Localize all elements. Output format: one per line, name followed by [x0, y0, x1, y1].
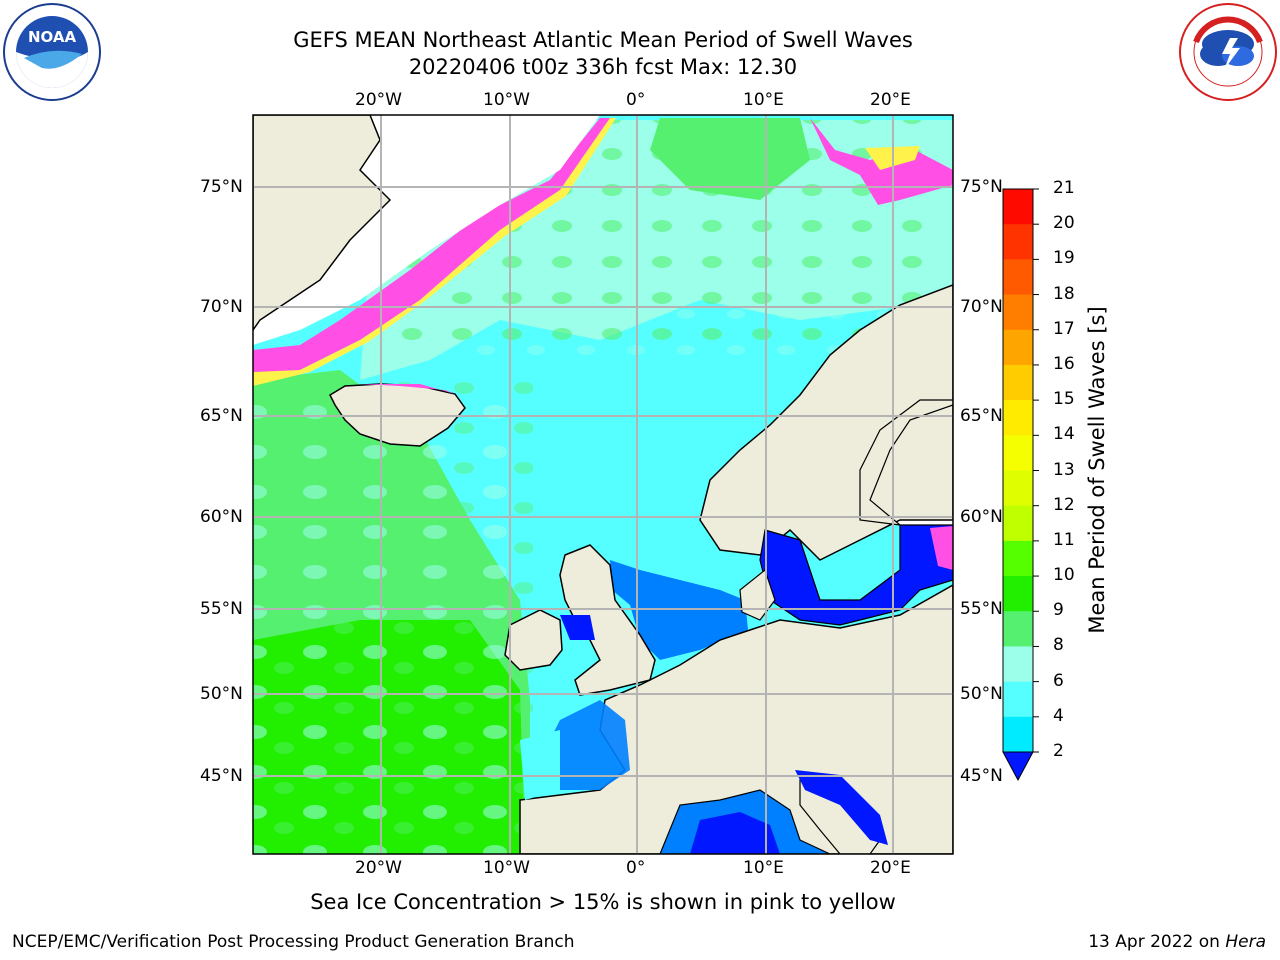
- lon-tick-top: 20°E: [870, 90, 911, 110]
- lon-tick-bottom: 10°E: [743, 858, 784, 878]
- lat-tick-right: 60°N: [960, 507, 1003, 527]
- colorbar-label: 4: [1053, 705, 1064, 726]
- colorbar-segment: [1003, 646, 1033, 683]
- lon-tick-top: 0°: [626, 90, 646, 110]
- colorbar-label: 12: [1053, 494, 1075, 515]
- colorbar-label: 15: [1053, 389, 1075, 410]
- colorbar-label: 13: [1053, 459, 1075, 480]
- swell-zone-green-north: [650, 118, 810, 200]
- colorbar-label: 8: [1053, 635, 1064, 656]
- land-ireland: [504, 609, 563, 671]
- colorbar-label: 16: [1053, 353, 1075, 374]
- sea-ice-caption: Sea Ice Concentration > 15% is shown in …: [310, 890, 896, 914]
- colorbar-label: 17: [1053, 318, 1075, 339]
- sea-biscay: [540, 700, 630, 790]
- sea-adriatic: [795, 770, 888, 845]
- colorbar-segment: [1003, 364, 1033, 401]
- nws-logo: [1179, 3, 1277, 101]
- colorbar-label: 18: [1053, 283, 1075, 304]
- colorbar-label: 2: [1053, 741, 1064, 761]
- land-scandinavia: [699, 284, 953, 561]
- noaa-logo: NOAA: [3, 3, 101, 101]
- lat-tick-right: 70°N: [960, 297, 1003, 317]
- colorbar-segment: [1003, 540, 1033, 577]
- land-greenland: [253, 115, 392, 332]
- footer-host: Hera: [1225, 932, 1266, 952]
- svg-text:NOAA: NOAA: [28, 28, 77, 46]
- colorbar-label: 9: [1053, 600, 1064, 621]
- colorbar-label: 21: [1053, 178, 1075, 198]
- lon-tick-top: 20°W: [355, 90, 402, 110]
- colorbar-extend-triangle: [1002, 751, 1034, 782]
- colorbar-segment: [1003, 400, 1033, 436]
- colorbar-segment: [1003, 470, 1033, 507]
- colorbar-segment: [1003, 259, 1033, 296]
- lon-tick-bottom: 0°: [626, 858, 646, 878]
- colorbar-label: 6: [1053, 670, 1064, 691]
- lat-tick-right: 65°N: [960, 406, 1003, 426]
- lat-tick-left: 65°N: [200, 406, 243, 426]
- lat-tick-right: 50°N: [960, 684, 1003, 704]
- sea-irish: [560, 615, 595, 640]
- chart-title: GEFS MEAN Northeast Atlantic Mean Period…: [293, 28, 913, 52]
- colorbar-label: 10: [1053, 565, 1075, 586]
- colorbar-segment: [1003, 611, 1033, 647]
- colorbar-segment: [1003, 189, 1033, 225]
- lon-tick-bottom: 20°W: [355, 858, 402, 878]
- lon-tick-bottom: 10°W: [483, 858, 530, 878]
- footer-credit: NCEP/EMC/Verification Post Processing Pr…: [12, 932, 575, 952]
- colorbar-label: 11: [1053, 529, 1075, 550]
- colorbar-segment: [1003, 224, 1033, 260]
- lat-tick-left: 60°N: [200, 507, 243, 527]
- lon-tick-top: 10°W: [483, 90, 530, 110]
- colorbar-label: 19: [1053, 248, 1075, 269]
- colorbar-segment: [1003, 435, 1033, 471]
- chart-subtitle: 20220406 t00z 336h fcst Max: 12.30: [408, 55, 798, 79]
- lat-tick-right: 75°N: [960, 177, 1003, 197]
- lat-tick-left: 75°N: [200, 177, 243, 197]
- lon-tick-bottom: 20°E: [870, 858, 911, 878]
- colorbar-label: 20: [1053, 213, 1075, 234]
- colorbar-title: Mean Period of Swell Waves [s]: [1085, 306, 1109, 634]
- lat-tick-left: 45°N: [200, 766, 243, 786]
- lat-tick-left: 50°N: [200, 684, 243, 704]
- colorbar-segment: [1003, 505, 1033, 542]
- sea-ice-greenland: [253, 118, 610, 382]
- lat-tick-left: 55°N: [200, 599, 243, 619]
- colorbar: [1002, 188, 1039, 782]
- colorbar-segment: [1003, 576, 1033, 612]
- colorbar-segment: [1003, 681, 1033, 718]
- colorbar-segment: [1003, 329, 1033, 366]
- map-frame: [252, 114, 954, 855]
- footer-date-text: 13 Apr 2022 on: [1088, 932, 1226, 952]
- sea-baltic: [759, 524, 953, 626]
- colorbar-segment: [1003, 294, 1033, 331]
- colorbar-segment: [1003, 716, 1033, 753]
- lat-tick-right: 55°N: [960, 599, 1003, 619]
- land-finland: [859, 399, 953, 526]
- colorbar-label: 14: [1053, 424, 1075, 445]
- lon-tick-top: 10°E: [743, 90, 784, 110]
- lat-tick-right: 45°N: [960, 766, 1003, 786]
- gridlines: [253, 115, 953, 854]
- lat-tick-left: 70°N: [200, 297, 243, 317]
- footer-date: 13 Apr 2022 on Hera: [1088, 932, 1266, 952]
